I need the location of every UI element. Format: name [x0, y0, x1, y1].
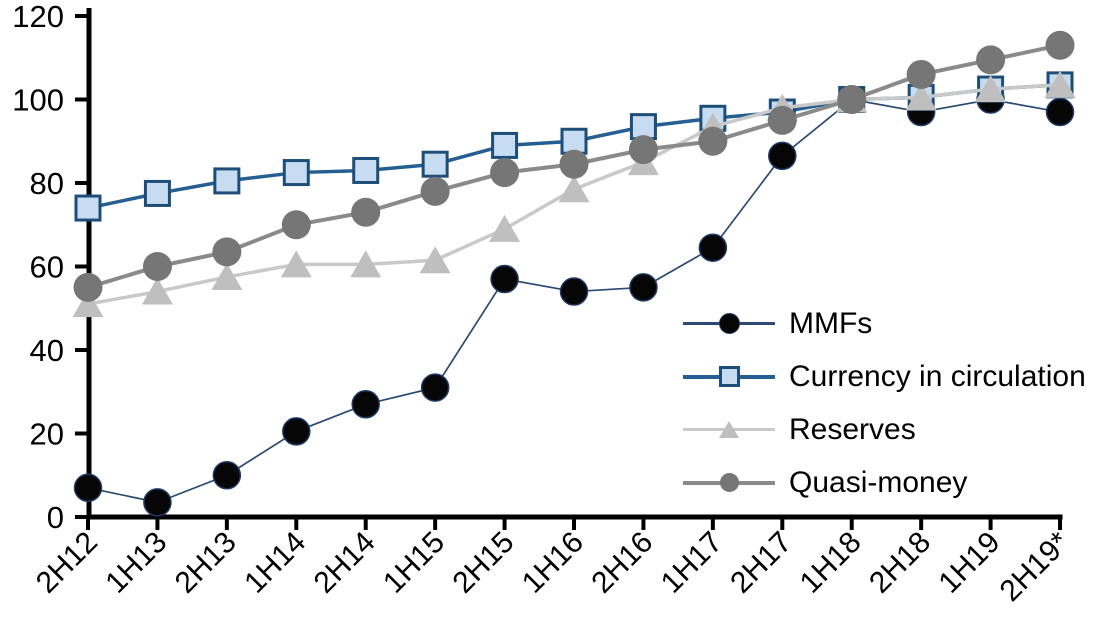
x-tick-label: 2H17	[724, 526, 798, 600]
square-marker-icon	[718, 366, 740, 387]
marker-mmfs	[420, 373, 450, 402]
legend-label-reserves: Reserves	[789, 412, 916, 446]
marker-mmfs	[698, 233, 728, 262]
x-tick-label: 2H19*	[994, 525, 1077, 608]
marker-reserves	[975, 75, 1007, 103]
x-tick-label: 1H18	[794, 526, 868, 600]
triangle-marker-icon	[719, 421, 739, 438]
x-tick-label: 2H18	[863, 526, 937, 600]
marker-currency-in-circulation	[560, 127, 588, 155]
marker-mmfs	[143, 488, 172, 517]
y-tick-label: 120	[12, 0, 64, 34]
marker-quasi-money	[490, 158, 520, 188]
marker-currency-in-circulation	[352, 156, 380, 184]
marker-reserves	[350, 250, 382, 278]
marker-quasi-money	[976, 45, 1006, 75]
legend-label-currency: Currency in circulation	[789, 359, 1086, 393]
marker-reserves	[280, 250, 312, 278]
marker-reserves	[211, 262, 243, 290]
marker-quasi-money	[906, 59, 936, 89]
x-tick-label: 2H15	[446, 526, 520, 600]
marker-mmfs	[73, 473, 103, 503]
circle-marker-icon	[719, 473, 739, 492]
marker-currency-in-circulation	[421, 150, 449, 178]
marker-quasi-money	[628, 135, 658, 165]
legend-label-quasi-money: Quasi-money	[789, 465, 968, 499]
marker-quasi-money	[420, 176, 450, 206]
marker-quasi-money	[559, 149, 589, 179]
marker-reserves	[141, 277, 173, 305]
marker-quasi-money	[212, 237, 242, 267]
y-tick-label: 80	[30, 166, 64, 201]
x-tick-label: 2H16	[585, 526, 659, 600]
marker-currency-in-circulation	[213, 167, 241, 195]
marker-reserves	[1044, 70, 1076, 98]
x-tick-label: 1H19	[932, 526, 1006, 600]
marker-quasi-money	[698, 126, 728, 156]
marker-currency-in-circulation	[491, 131, 519, 159]
x-tick-label: 2H13	[169, 526, 243, 600]
marker-mmfs	[212, 461, 242, 490]
marker-mmfs	[490, 264, 519, 294]
legend-item-currency: Currency in circulation	[683, 350, 1086, 403]
marker-reserves	[558, 175, 590, 203]
legend-label-mmfs: MMFs	[789, 306, 873, 340]
legend-swatch-mmfs	[683, 309, 775, 339]
y-tick-label: 0	[47, 500, 64, 535]
marker-quasi-money	[351, 197, 381, 227]
marker-reserves	[489, 214, 521, 242]
marker-quasi-money	[767, 105, 797, 135]
marker-mmfs	[351, 390, 380, 419]
marker-quasi-money	[142, 252, 172, 281]
y-tick-label: 100	[12, 83, 64, 118]
y-tick-label: 20	[30, 417, 64, 452]
legend-item-quasi-money: Quasi-money	[683, 456, 1086, 509]
legend-swatch-quasi-money	[683, 468, 775, 498]
legend-item-mmfs: MMFs	[683, 297, 1086, 350]
marker-mmfs	[768, 141, 797, 171]
x-tick-label: 1H13	[99, 526, 173, 600]
marker-reserves	[72, 290, 104, 318]
marker-quasi-money	[73, 272, 103, 302]
x-tick-label: 1H16	[516, 526, 590, 600]
legend: MMFs Currency in circulation Reserves Qu…	[683, 297, 1086, 509]
marker-mmfs	[559, 277, 589, 306]
marker-currency-in-circulation	[282, 159, 310, 187]
marker-quasi-money	[281, 210, 311, 240]
marker-currency-in-circulation	[74, 194, 102, 222]
circle-marker-icon	[718, 313, 740, 334]
legend-swatch-currency	[683, 362, 775, 392]
marker-quasi-money	[1045, 30, 1075, 60]
marker-mmfs	[1045, 97, 1075, 127]
marker-quasi-money	[837, 85, 867, 114]
marker-currency-in-circulation	[629, 113, 657, 141]
marker-reserves	[905, 83, 937, 111]
marker-currency-in-circulation	[143, 179, 171, 207]
x-tick-label: 2H12	[30, 526, 104, 600]
legend-swatch-reserves	[683, 415, 775, 445]
x-tick-label: 1H15	[377, 526, 451, 600]
marker-mmfs	[282, 417, 311, 446]
y-tick-label: 40	[30, 333, 64, 368]
x-tick-label: 1H14	[238, 526, 312, 600]
marker-reserves	[419, 246, 451, 274]
marker-mmfs	[629, 273, 658, 302]
legend-item-reserves: Reserves	[683, 403, 1086, 456]
x-tick-label: 2H14	[308, 526, 382, 600]
x-tick-label: 1H17	[655, 526, 729, 600]
y-tick-label: 60	[30, 250, 64, 285]
